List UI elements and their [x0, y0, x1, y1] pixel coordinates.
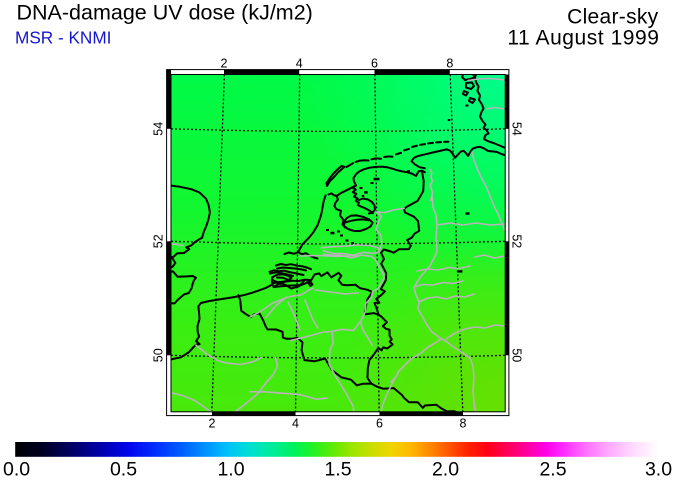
- svg-text:DNA-damage UV dose (kJ/m2): DNA-damage UV dose (kJ/m2): [17, 0, 313, 24]
- svg-text:1.5: 1.5: [324, 459, 351, 480]
- svg-text:2: 2: [209, 416, 216, 430]
- svg-text:4: 4: [292, 416, 299, 430]
- svg-text:6: 6: [376, 416, 383, 430]
- svg-text:8: 8: [460, 416, 467, 430]
- svg-text:11 August 1999: 11 August 1999: [507, 27, 659, 50]
- svg-text:52: 52: [152, 234, 166, 248]
- svg-text:54: 54: [152, 122, 166, 136]
- svg-text:6: 6: [371, 57, 378, 71]
- svg-text:Clear-sky: Clear-sky: [567, 5, 659, 28]
- svg-text:50: 50: [509, 348, 523, 362]
- svg-text:0.0: 0.0: [3, 459, 30, 480]
- svg-text:3.0: 3.0: [645, 459, 672, 480]
- svg-text:52: 52: [509, 234, 523, 248]
- svg-text:0.5: 0.5: [110, 459, 137, 480]
- svg-text:54: 54: [509, 122, 523, 136]
- svg-text:2.5: 2.5: [539, 459, 566, 480]
- svg-text:MSR - KNMI: MSR - KNMI: [15, 27, 111, 47]
- svg-text:8: 8: [446, 57, 453, 71]
- svg-text:4: 4: [296, 57, 303, 71]
- svg-text:2: 2: [221, 57, 228, 71]
- svg-text:2.0: 2.0: [432, 459, 459, 480]
- svg-text:50: 50: [152, 348, 166, 362]
- svg-text:1.0: 1.0: [217, 459, 244, 480]
